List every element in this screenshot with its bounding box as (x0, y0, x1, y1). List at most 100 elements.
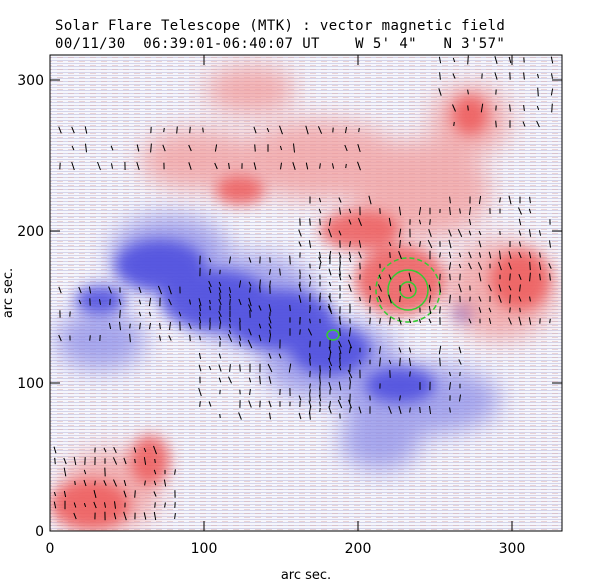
field-vector (528, 229, 532, 237)
field-vector (298, 229, 302, 237)
field-vector (488, 307, 492, 313)
field-vector (253, 162, 257, 170)
field-vector (319, 163, 321, 169)
field-vector (153, 491, 157, 497)
field-vector (103, 447, 107, 453)
field-vector (114, 501, 116, 509)
field-vector (328, 228, 332, 238)
field-vector (228, 287, 232, 293)
field-vector (328, 406, 332, 414)
field-vector (129, 333, 131, 343)
field-vector (529, 196, 531, 204)
field-vector (457, 228, 463, 238)
field-vector (309, 281, 311, 287)
field-vector (214, 144, 218, 152)
field-vector (305, 125, 309, 135)
field-vector (176, 126, 178, 134)
field-vector (518, 296, 522, 302)
field-vector (439, 357, 441, 367)
field-vector (338, 273, 342, 281)
field-vector (348, 399, 352, 409)
field-vector (83, 469, 87, 475)
field-vector (448, 262, 452, 270)
field-vector (428, 318, 432, 324)
field-vector (288, 363, 292, 373)
field-vector (150, 143, 152, 153)
field-vector (218, 281, 222, 287)
field-vector (309, 307, 311, 313)
field-vector (549, 318, 551, 324)
field-vector (309, 358, 311, 366)
field-vector (408, 347, 412, 353)
field-vector (143, 447, 147, 453)
field-vector (408, 272, 412, 282)
field-vector (309, 389, 311, 395)
field-vector (169, 322, 171, 330)
field-vector (110, 145, 114, 151)
field-vector (448, 239, 452, 249)
field-vector (478, 272, 482, 282)
field-vector (134, 490, 136, 498)
field-vector (104, 502, 106, 508)
field-vector (159, 322, 161, 330)
field-vector (539, 273, 541, 281)
field-vector (279, 268, 281, 276)
field-vector (168, 285, 172, 295)
field-vector (188, 144, 192, 152)
field-vector (218, 364, 222, 372)
x-tick-0: 0 (46, 541, 55, 557)
field-vector (119, 309, 121, 319)
field-vector (113, 512, 117, 520)
field-vector (328, 365, 332, 371)
field-vector (338, 252, 342, 258)
field-vector (428, 229, 432, 237)
field-vector (198, 364, 202, 372)
field-vector (268, 353, 272, 359)
field-vector (123, 479, 127, 487)
field-vector (164, 502, 166, 508)
field-vector (317, 126, 323, 134)
field-vector (83, 502, 87, 508)
field-vector (199, 311, 201, 317)
field-vector (398, 347, 402, 353)
field-vector (63, 490, 67, 498)
x-axis-ticks (49, 55, 513, 531)
field-vector (488, 251, 492, 259)
field-vector (536, 120, 540, 128)
field-vector (149, 311, 151, 317)
field-vector (388, 241, 392, 247)
field-vector (129, 323, 131, 329)
field-map (50, 55, 562, 531)
field-vector (318, 197, 322, 203)
field-vector (133, 447, 137, 453)
field-vector (268, 376, 272, 384)
field-vector (551, 103, 553, 113)
field-vector (429, 295, 431, 303)
field-vector (153, 469, 157, 475)
field-vector (495, 120, 497, 128)
field-vector (134, 458, 136, 464)
field-vector (148, 297, 152, 307)
field-vector (378, 295, 382, 303)
field-vector (229, 256, 231, 264)
field-vector (328, 250, 332, 260)
field-vector (523, 72, 525, 80)
field-vector (438, 88, 442, 96)
field-vector (358, 406, 362, 414)
field-vector (144, 480, 146, 486)
field-vector (280, 162, 282, 170)
field-vector (238, 280, 242, 288)
field-vector (139, 322, 141, 330)
field-vector (518, 274, 522, 280)
field-vector (228, 376, 232, 384)
field-vector (178, 311, 182, 317)
field-vector (318, 256, 322, 264)
field-vector (138, 286, 142, 294)
field-vector (289, 304, 291, 312)
field-vector (508, 285, 512, 291)
field-vector (249, 388, 251, 396)
field-vector (499, 197, 501, 203)
field-vector (459, 208, 461, 214)
field-vector (227, 333, 233, 343)
field-vector (348, 251, 352, 259)
